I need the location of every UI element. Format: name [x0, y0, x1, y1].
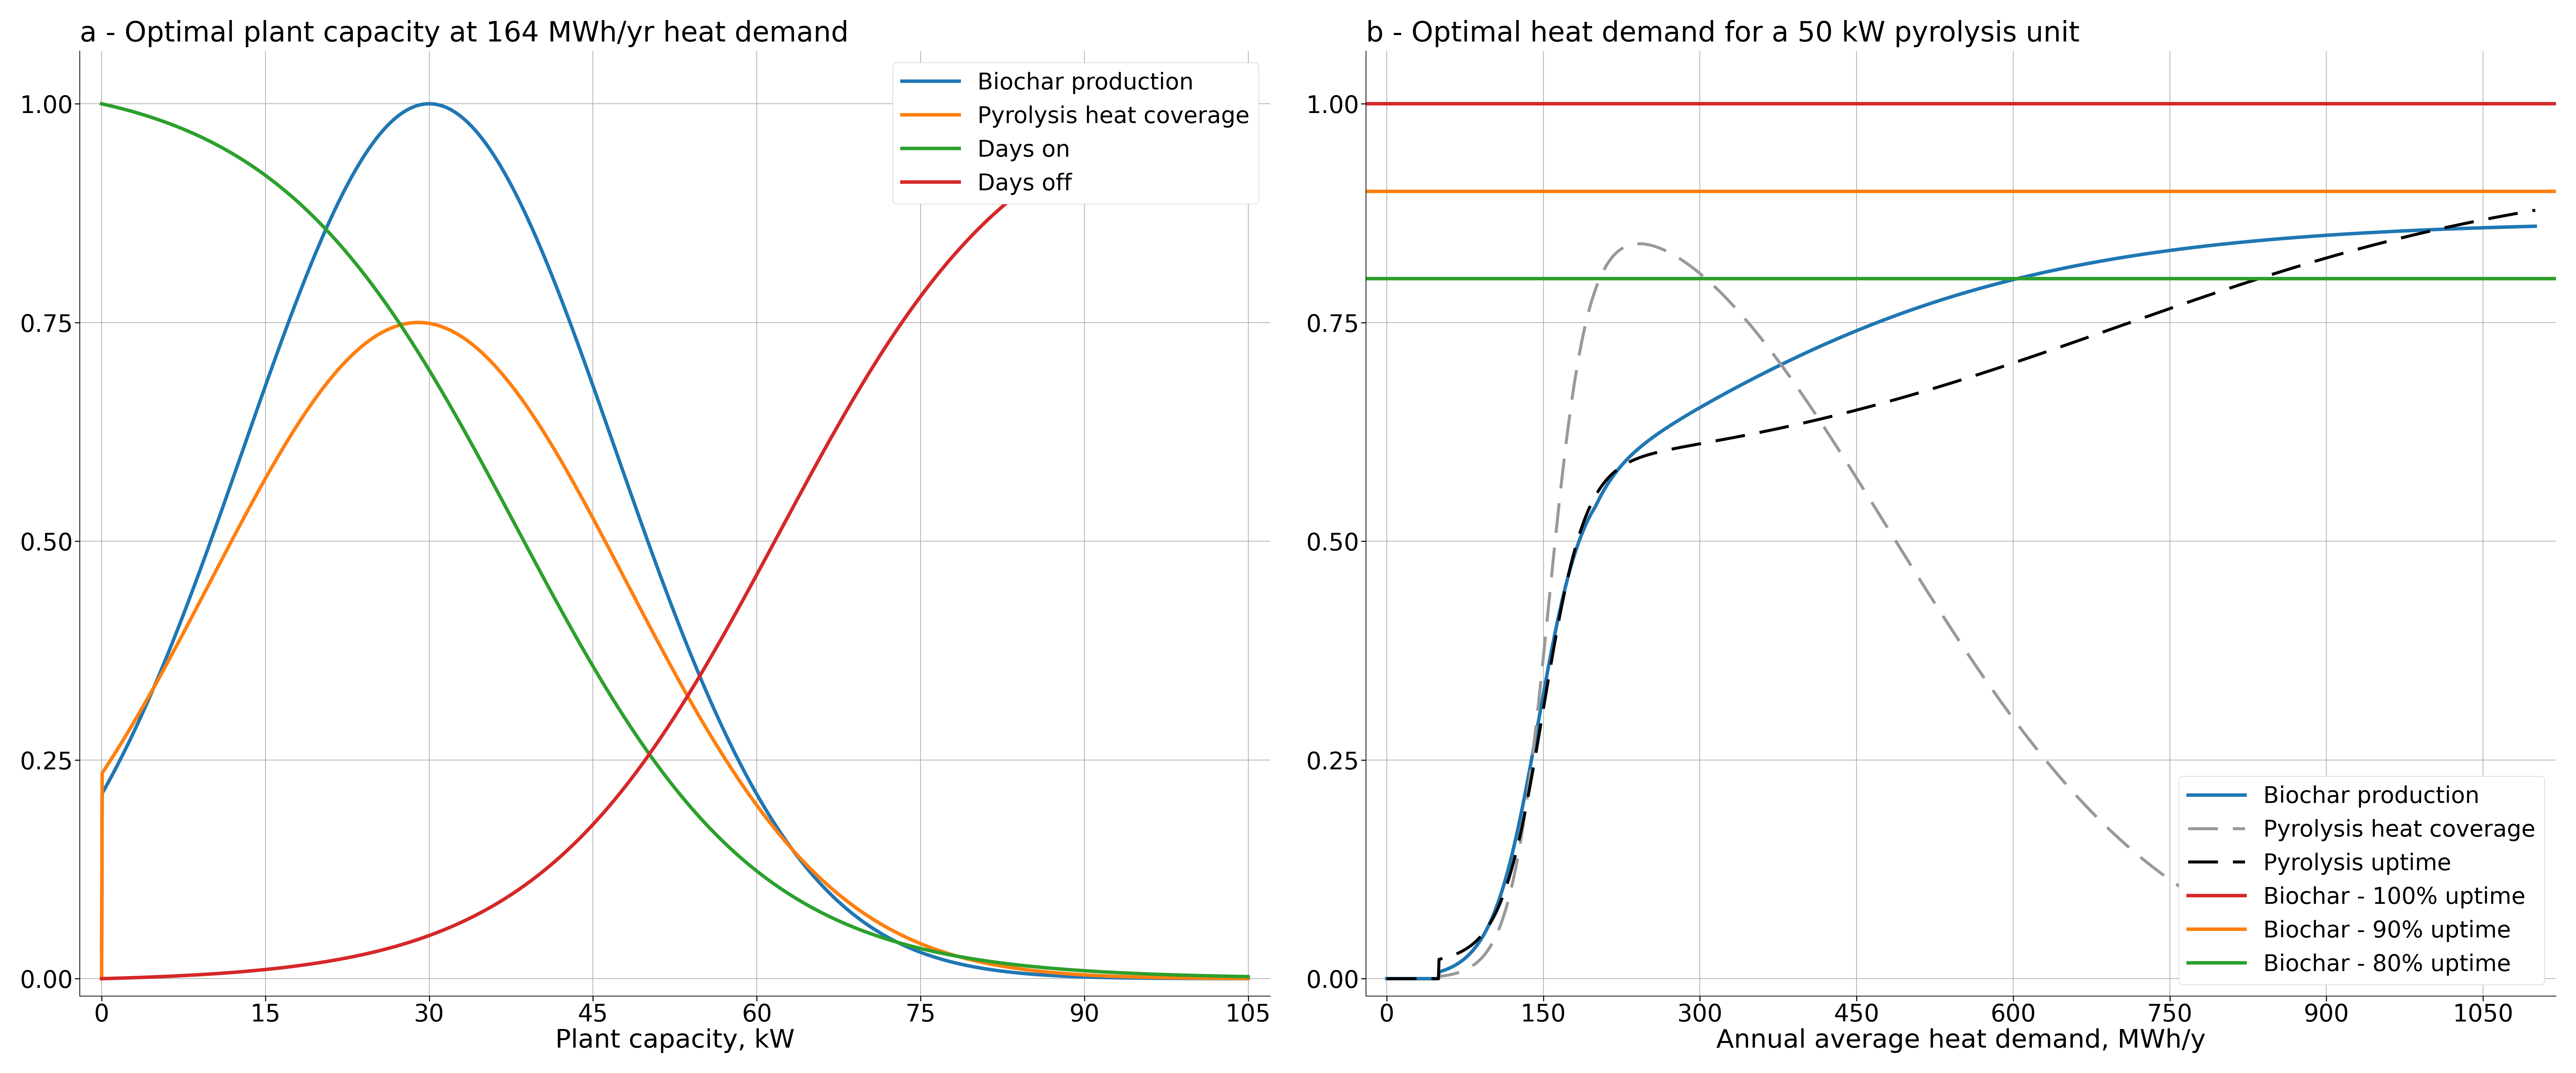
Pyrolysis heat coverage [1901, 565, 1932, 578]
Biochar - 90% uptime [1370, 185, 1401, 197]
Pyrolysis heat coverage [1234, 972, 1265, 985]
Pyrolysis uptime [1430, 952, 1461, 965]
Line: Biochar production: Biochar production [1386, 226, 2535, 979]
Legend: Biochar production, Pyrolysis heat coverage, Days on, Days off: Biochar production, Pyrolysis heat cover… [894, 62, 1260, 204]
Line: Pyrolysis heat coverage: Pyrolysis heat coverage [1386, 244, 2535, 979]
Biochar production [2519, 220, 2550, 233]
Pyrolysis heat coverage [1623, 237, 1654, 250]
Pyrolysis heat coverage [1200, 972, 1231, 985]
Biochar production [1929, 292, 1960, 305]
Text: b - Optimal heat demand for a 50 kW pyrolysis unit: b - Optimal heat demand for a 50 kW pyro… [1365, 20, 2079, 47]
Days on [144, 114, 175, 127]
Pyrolysis heat coverage [989, 960, 1020, 973]
Biochar production [415, 98, 446, 111]
Pyrolysis uptime [2519, 204, 2550, 217]
Line: Days on: Days on [100, 104, 1249, 976]
Pyrolysis heat coverage [85, 972, 116, 985]
Days on [85, 98, 116, 111]
Pyrolysis heat coverage [644, 638, 675, 651]
Pyrolysis uptime [2486, 209, 2517, 222]
Pyrolysis heat coverage [2486, 968, 2517, 981]
Biochar production [2486, 221, 2517, 234]
Pyrolysis uptime [2275, 262, 2306, 275]
Line: Biochar production: Biochar production [100, 104, 1249, 979]
Days on [613, 718, 644, 731]
Days off [1234, 98, 1265, 111]
Biochar - 100% uptime [1370, 98, 1401, 111]
Biochar production [989, 965, 1020, 978]
Days off [613, 776, 644, 789]
X-axis label: Annual average heat demand, MWh/y: Annual average heat demand, MWh/y [1716, 1028, 2205, 1053]
Legend: Biochar production, Pyrolysis heat coverage, Pyrolysis uptime, Biochar - 100% up: Biochar production, Pyrolysis heat cover… [2179, 776, 2545, 985]
Line: Pyrolysis uptime: Pyrolysis uptime [1386, 210, 2535, 979]
Days off [144, 970, 175, 983]
Pyrolysis heat coverage [613, 580, 644, 593]
Pyrolysis heat coverage [2519, 969, 2550, 982]
Pyrolysis heat coverage [2277, 935, 2308, 947]
Days off [1198, 103, 1229, 116]
X-axis label: Plant capacity, kW: Plant capacity, kW [556, 1028, 793, 1053]
Biochar production [1200, 972, 1231, 985]
Biochar production [1430, 964, 1461, 976]
Pyrolysis heat coverage [1929, 614, 1960, 627]
Days on [1234, 970, 1265, 983]
Biochar production [2275, 232, 2306, 245]
Pyrolysis heat coverage [2486, 968, 2517, 981]
Days off [85, 972, 116, 985]
Pyrolysis heat coverage [1430, 969, 1461, 982]
Biochar - 90% uptime [1373, 185, 1404, 197]
Biochar production [1234, 972, 1265, 985]
Days on [1200, 970, 1231, 983]
Biochar - 80% uptime [1373, 273, 1404, 285]
Text: a - Optimal plant capacity at 164 MWh/yr heat demand: a - Optimal plant capacity at 164 MWh/yr… [80, 20, 848, 47]
Biochar production [85, 972, 116, 985]
Pyrolysis heat coverage [144, 670, 175, 682]
Days on [989, 957, 1020, 970]
Line: Pyrolysis heat coverage: Pyrolysis heat coverage [100, 323, 1249, 979]
Days off [644, 734, 675, 747]
Biochar production [1370, 972, 1401, 985]
Biochar production [2486, 221, 2517, 234]
Days off [989, 199, 1020, 211]
Pyrolysis heat coverage [1200, 972, 1231, 985]
Pyrolysis heat coverage [1370, 972, 1401, 985]
Pyrolysis uptime [1929, 379, 1960, 392]
Pyrolysis uptime [1370, 972, 1401, 985]
Biochar production [1200, 972, 1231, 985]
Days on [644, 761, 675, 774]
Days on [1198, 970, 1229, 983]
Pyrolysis uptime [2486, 210, 2517, 223]
Days off [1200, 103, 1231, 116]
Biochar production [613, 483, 644, 496]
Biochar - 100% uptime [1373, 98, 1404, 111]
Biochar production [644, 568, 675, 580]
Biochar production [144, 666, 175, 679]
Line: Days off: Days off [100, 104, 1249, 979]
Biochar - 80% uptime [1370, 273, 1401, 285]
Biochar production [1899, 303, 1929, 315]
Pyrolysis uptime [1899, 387, 1929, 400]
Pyrolysis heat coverage [402, 317, 433, 329]
